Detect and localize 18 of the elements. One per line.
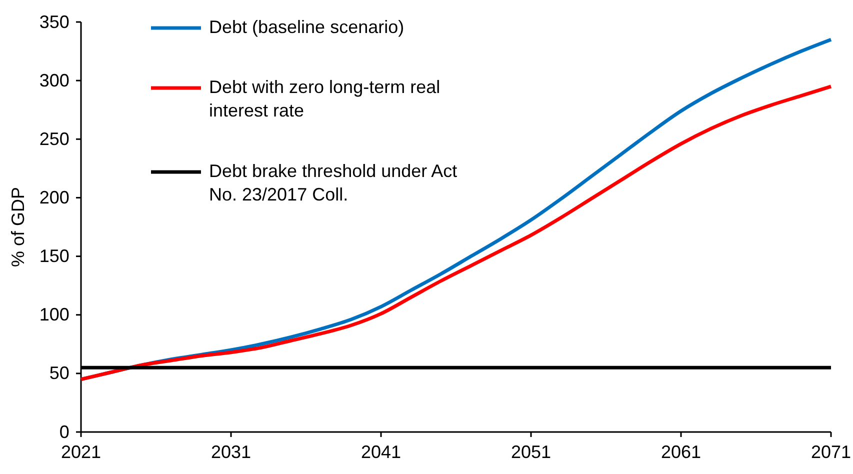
x-tick-label: 2061 xyxy=(660,442,702,462)
y-tick-label: 300 xyxy=(39,70,70,90)
y-tick-label: 150 xyxy=(39,246,70,266)
x-tick-label: 2041 xyxy=(360,442,402,462)
y-tick-label: 200 xyxy=(39,187,70,208)
x-tick-label: 2031 xyxy=(210,442,252,462)
x-tick-label: 2071 xyxy=(810,442,852,462)
y-tick-label: 350 xyxy=(39,12,70,32)
x-tick-label: 2021 xyxy=(60,442,102,462)
y-tick-label: 250 xyxy=(39,128,70,149)
y-tick-label: 50 xyxy=(49,363,70,384)
y-axis-title: % of GDP xyxy=(8,186,28,268)
x-tick-label: 2051 xyxy=(510,442,552,462)
y-tick-label: 100 xyxy=(39,304,70,325)
legend-label: Debt with zero long-term real interest rate xyxy=(209,76,440,120)
legend-label: Debt brake threshold under Act No. 23/2017 Coll. xyxy=(209,160,458,204)
y-tick-label: 0 xyxy=(59,422,70,442)
legend-label: Debt (baseline scenario) xyxy=(209,16,404,37)
